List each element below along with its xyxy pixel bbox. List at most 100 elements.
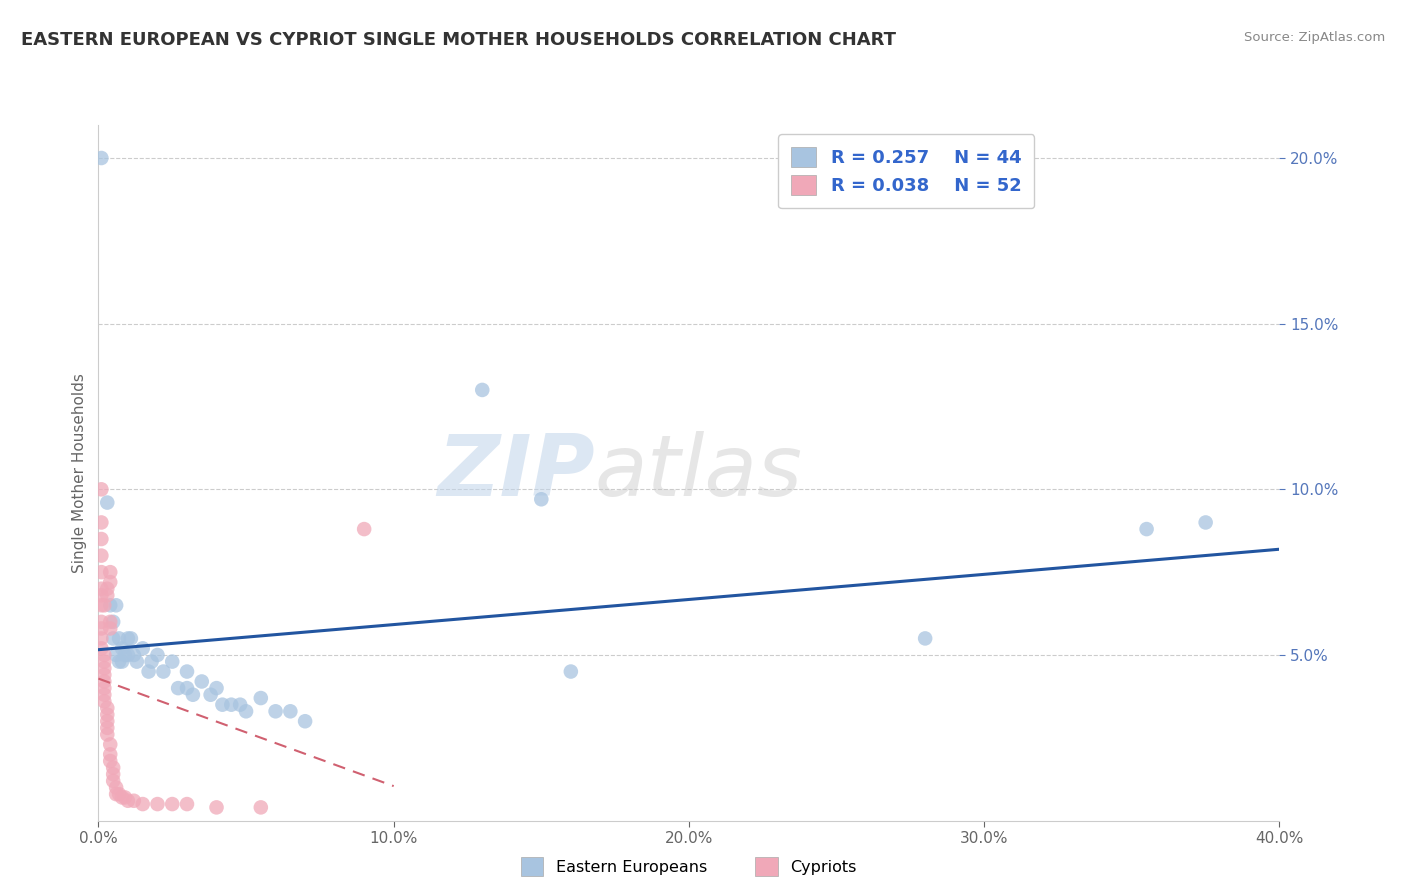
Text: Source: ZipAtlas.com: Source: ZipAtlas.com: [1244, 31, 1385, 45]
Point: [211, 698, 233, 712]
Point: [141, 655, 163, 669]
Text: ZIP: ZIP: [437, 431, 595, 515]
Point: [93, 599, 115, 613]
Point: [96, 495, 118, 509]
Point: [105, 599, 128, 613]
Point: [98, 754, 121, 768]
Point: [98, 599, 121, 613]
Point: [114, 790, 136, 805]
Point: [90, 532, 112, 546]
Point: [108, 787, 131, 801]
Point: [103, 767, 125, 781]
Point: [1195, 516, 1218, 530]
Point: [146, 648, 169, 662]
Point: [98, 738, 121, 752]
Point: [98, 747, 121, 762]
Point: [294, 714, 316, 729]
Point: [111, 790, 134, 805]
Legend: Eastern Europeans, Cypriots: Eastern Europeans, Cypriots: [515, 851, 863, 882]
Point: [98, 575, 121, 590]
Point: [93, 694, 115, 708]
Point: [105, 787, 128, 801]
Point: [278, 704, 302, 718]
Point: [103, 615, 125, 629]
Point: [111, 641, 134, 656]
Point: [560, 665, 582, 679]
Point: [96, 707, 118, 722]
Point: [205, 681, 228, 695]
Point: [250, 691, 273, 706]
Point: [90, 483, 112, 497]
Point: [90, 516, 112, 530]
Point: [235, 704, 257, 718]
Point: [191, 674, 214, 689]
Point: [181, 688, 204, 702]
Point: [103, 773, 125, 788]
Point: [108, 632, 131, 646]
Point: [90, 632, 112, 646]
Point: [90, 599, 112, 613]
Point: [162, 797, 183, 811]
Point: [229, 698, 252, 712]
Point: [167, 681, 190, 695]
Point: [105, 780, 128, 795]
Point: [914, 632, 936, 646]
Point: [117, 648, 139, 662]
Point: [90, 565, 112, 579]
Point: [200, 688, 222, 702]
Point: [132, 797, 155, 811]
Point: [353, 522, 375, 536]
Point: [96, 701, 118, 715]
Point: [90, 588, 112, 602]
Point: [90, 549, 112, 563]
Point: [138, 665, 160, 679]
Point: [93, 655, 115, 669]
Point: [120, 632, 142, 646]
Point: [93, 681, 115, 695]
Point: [114, 648, 136, 662]
Point: [105, 648, 128, 662]
Point: [93, 674, 115, 689]
Point: [90, 622, 112, 636]
Point: [132, 641, 155, 656]
Point: [162, 655, 183, 669]
Point: [96, 727, 118, 741]
Point: [122, 794, 145, 808]
Point: [117, 632, 139, 646]
Point: [250, 800, 273, 814]
Point: [98, 565, 121, 579]
Point: [103, 761, 125, 775]
Point: [176, 665, 198, 679]
Point: [176, 797, 198, 811]
Point: [264, 704, 287, 718]
Point: [90, 615, 112, 629]
Point: [111, 655, 134, 669]
Point: [90, 641, 112, 656]
Point: [90, 151, 112, 165]
Point: [122, 648, 145, 662]
Point: [530, 492, 553, 507]
Point: [152, 665, 174, 679]
Point: [205, 800, 228, 814]
Point: [176, 681, 198, 695]
Point: [96, 714, 118, 729]
Point: [98, 615, 121, 629]
Point: [90, 582, 112, 596]
Point: [125, 655, 148, 669]
Point: [93, 648, 115, 662]
Point: [96, 721, 118, 735]
Point: [117, 794, 139, 808]
Point: [96, 582, 118, 596]
Y-axis label: Single Mother Households: Single Mother Households: [72, 373, 87, 573]
Point: [93, 668, 115, 682]
Point: [471, 383, 494, 397]
Point: [96, 588, 118, 602]
Point: [219, 698, 242, 712]
Point: [93, 688, 115, 702]
Point: [103, 632, 125, 646]
Text: atlas: atlas: [595, 431, 803, 515]
Point: [108, 655, 131, 669]
Point: [98, 622, 121, 636]
Text: EASTERN EUROPEAN VS CYPRIOT SINGLE MOTHER HOUSEHOLDS CORRELATION CHART: EASTERN EUROPEAN VS CYPRIOT SINGLE MOTHE…: [21, 31, 896, 49]
Point: [93, 661, 115, 675]
